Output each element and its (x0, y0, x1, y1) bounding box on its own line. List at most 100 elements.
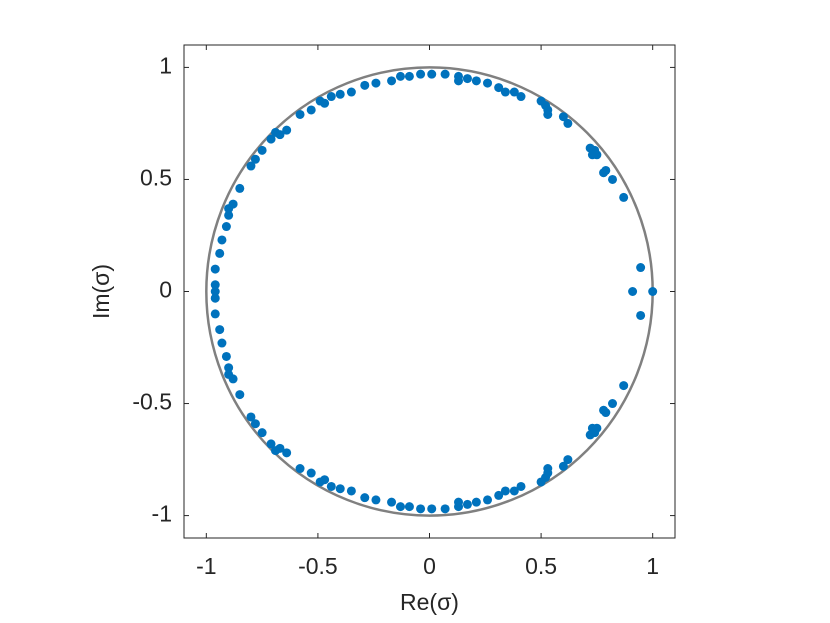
point (210, 280, 220, 290)
point (360, 493, 370, 503)
point (516, 92, 526, 102)
point (483, 495, 493, 505)
point (471, 497, 481, 507)
point (563, 455, 573, 465)
point (395, 71, 405, 81)
point (500, 486, 510, 496)
point (416, 504, 426, 514)
y-tick-label: 0.5 (140, 165, 172, 191)
point (346, 486, 356, 496)
x-tick-label: 0 (423, 553, 436, 579)
axes-box (183, 44, 676, 539)
point (462, 74, 472, 84)
point (315, 477, 325, 487)
point (217, 235, 227, 245)
point (257, 428, 267, 438)
point (215, 325, 225, 335)
point (558, 112, 568, 122)
point (235, 390, 245, 400)
point (306, 468, 316, 478)
point (440, 504, 450, 514)
point (494, 83, 504, 93)
point (271, 446, 281, 456)
point (563, 118, 573, 128)
x-tick-label: -1 (196, 553, 216, 579)
point (387, 497, 397, 507)
point (416, 69, 426, 79)
point (282, 448, 292, 458)
point (326, 481, 336, 491)
y-axis-label: Im(σ) (88, 264, 114, 319)
point (387, 76, 397, 86)
point (636, 310, 646, 320)
point (217, 338, 227, 348)
point (500, 87, 510, 97)
y-tick-label: 0 (159, 277, 172, 303)
point (271, 127, 281, 137)
point (404, 71, 414, 81)
x-tick-label: -0.5 (298, 553, 338, 579)
point (516, 481, 526, 491)
point (371, 495, 381, 505)
point (250, 419, 260, 429)
point (295, 464, 305, 474)
point (494, 490, 504, 500)
y-tick-label: 1 (159, 52, 172, 78)
point (599, 405, 609, 415)
point (619, 192, 629, 202)
point (250, 154, 260, 164)
point (608, 399, 618, 409)
point (335, 89, 345, 99)
point (210, 287, 220, 296)
point (306, 105, 316, 115)
point (335, 484, 345, 494)
point (619, 381, 629, 391)
x-axis-label: Re(σ) (400, 589, 459, 615)
point (587, 150, 597, 160)
point (558, 461, 568, 471)
point (608, 174, 618, 184)
point (628, 287, 638, 296)
y-tick-label: -0.5 (132, 389, 172, 415)
point (235, 183, 245, 193)
point (636, 263, 646, 273)
point (326, 92, 336, 102)
point (427, 69, 437, 79)
point (215, 248, 225, 258)
point (536, 96, 546, 106)
point (462, 499, 472, 509)
point (210, 293, 220, 303)
x-tick-label: 0.5 (525, 553, 557, 579)
point (483, 78, 493, 88)
point (395, 502, 405, 512)
point (266, 439, 276, 449)
point (599, 168, 609, 178)
point (454, 497, 464, 507)
point (371, 78, 381, 88)
point (648, 287, 658, 296)
point (295, 109, 305, 119)
point (282, 125, 292, 135)
point (471, 76, 481, 86)
point (404, 502, 414, 512)
point (210, 309, 220, 319)
point (246, 412, 256, 422)
point (536, 477, 546, 487)
point (224, 369, 234, 379)
point (224, 204, 234, 214)
point (509, 87, 519, 97)
point (221, 222, 231, 232)
point (224, 210, 234, 220)
point (587, 423, 597, 433)
point (454, 76, 464, 86)
point (257, 145, 267, 155)
point (427, 504, 437, 514)
point (246, 161, 256, 171)
x-tick-label: 1 (646, 553, 659, 579)
point (509, 486, 519, 496)
y-tick-label: -1 (152, 501, 172, 527)
point (315, 96, 325, 106)
point (266, 134, 276, 144)
